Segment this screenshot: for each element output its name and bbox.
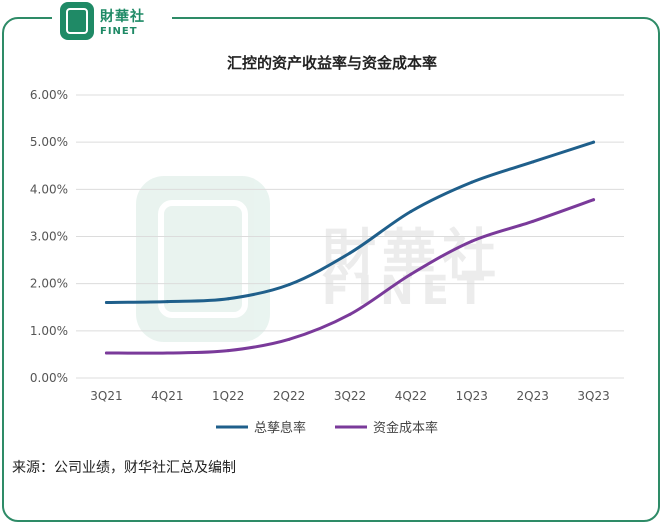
watermark-english-text: FINET [322, 268, 493, 314]
data-point-series-2 [348, 312, 352, 316]
legend-label-1: 总孳息率 [254, 420, 306, 436]
source-note: 来源：公司业绩，财华社汇总及编制 [12, 460, 236, 476]
data-point-series-1 [104, 301, 108, 305]
data-point-series-1 [592, 140, 596, 144]
finet-seal-icon [60, 2, 94, 40]
data-point-series-2 [531, 219, 535, 223]
x-tick-label: 1Q22 [212, 389, 244, 403]
chart-title: 汇控的资产收益率与资金成本率 [226, 54, 437, 72]
y-tick-label: 2.00% [30, 277, 68, 291]
data-point-series-2 [226, 349, 230, 353]
x-tick-label: 3Q21 [90, 389, 122, 403]
x-tick-label: 3Q23 [577, 389, 609, 403]
y-tick-label: 1.00% [30, 324, 68, 338]
data-point-series-2 [287, 337, 291, 341]
data-point-series-1 [409, 210, 413, 214]
chart-frame [2, 17, 660, 522]
y-tick-label: 6.00% [30, 88, 68, 102]
legend-label-2: 资金成本率 [373, 420, 438, 436]
data-point-series-1 [470, 180, 474, 184]
x-tick-label: 2Q23 [516, 389, 548, 403]
y-tick-label: 3.00% [30, 230, 68, 244]
data-point-series-1 [531, 160, 535, 164]
x-tick-label: 4Q21 [151, 389, 183, 403]
y-tick-label: 0.00% [30, 371, 68, 385]
logo-chinese-text: 財華社 [100, 9, 145, 25]
x-tick-label: 4Q22 [395, 389, 427, 403]
data-point-series-1 [226, 297, 230, 301]
watermark-seal-icon [136, 176, 270, 342]
data-point-series-2 [104, 351, 108, 355]
y-tick-label: 5.00% [30, 135, 68, 149]
data-point-series-1 [287, 283, 291, 287]
series-line-2 [104, 198, 596, 355]
data-point-series-1 [348, 251, 352, 255]
x-tick-label: 2Q22 [273, 389, 305, 403]
y-tick-label: 4.00% [30, 182, 68, 196]
data-point-series-2 [409, 272, 413, 276]
logo-english-text: FINET [100, 26, 138, 37]
x-tick-label: 3Q22 [334, 389, 366, 403]
series-line-1 [104, 140, 596, 305]
x-tick-label: 1Q23 [456, 389, 488, 403]
data-point-series-2 [165, 351, 169, 355]
data-point-series-2 [592, 198, 596, 202]
data-point-series-2 [470, 239, 474, 243]
data-point-series-1 [165, 300, 169, 304]
finet-logo: 財華社 FINET [52, 0, 172, 46]
